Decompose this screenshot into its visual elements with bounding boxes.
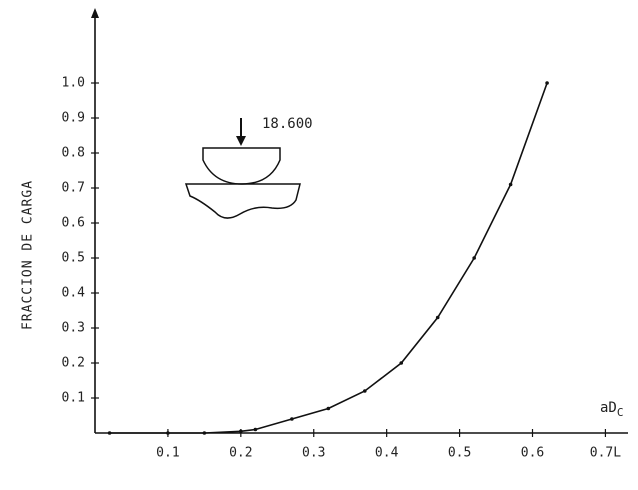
y-axis-arrow (91, 8, 99, 18)
specimen (184, 183, 301, 219)
data-point (435, 315, 440, 320)
x-tick-label: 0.7L (590, 446, 621, 461)
load-annotation: 18.600 (262, 116, 313, 132)
data-point (107, 431, 112, 435)
y-tick-label: 0.5 (62, 251, 85, 266)
x-tick-label: 0.2 (229, 446, 252, 461)
indenter-diagram: 18.600 (184, 116, 313, 219)
data-point (202, 431, 207, 435)
data-point (472, 256, 476, 260)
x-tick-label: 0.5 (448, 446, 471, 461)
indenter (202, 147, 281, 185)
data-point (166, 431, 170, 435)
data-point (253, 427, 258, 432)
x-tick-label: 0.1 (156, 446, 179, 461)
y-tick-label: 0.7 (62, 181, 85, 196)
y-tick-label: 0.2 (62, 356, 85, 371)
y-axis-label: FRACCION DE CARGA (21, 180, 36, 330)
y-tick-label: 0.3 (62, 321, 85, 336)
x-tick-label: 0.6 (521, 446, 544, 461)
y-tick-label: 0.4 (62, 286, 86, 301)
data-point (362, 389, 367, 393)
data-point (508, 182, 513, 187)
x-tick-label: 0.4 (375, 446, 399, 461)
y-tick-label: 0.1 (62, 391, 85, 406)
y-tick-label: 0.8 (62, 146, 85, 161)
y-tick-label: 0.6 (62, 216, 85, 231)
load-arrow-head (236, 136, 246, 146)
y-tick-label: 1.0 (62, 76, 85, 91)
data-line (109, 82, 548, 434)
data-point (399, 361, 404, 365)
data-point (326, 406, 331, 411)
y-tick-label: 0.9 (62, 111, 85, 126)
data-point (239, 429, 243, 434)
x-tick-label: 0.3 (302, 446, 325, 461)
data-point (545, 81, 549, 85)
x-axis-label-main: aD (600, 400, 617, 416)
x-axis-label-sub: C (617, 406, 624, 419)
x-axis-label: aDC (600, 400, 623, 419)
data-point (290, 417, 294, 421)
